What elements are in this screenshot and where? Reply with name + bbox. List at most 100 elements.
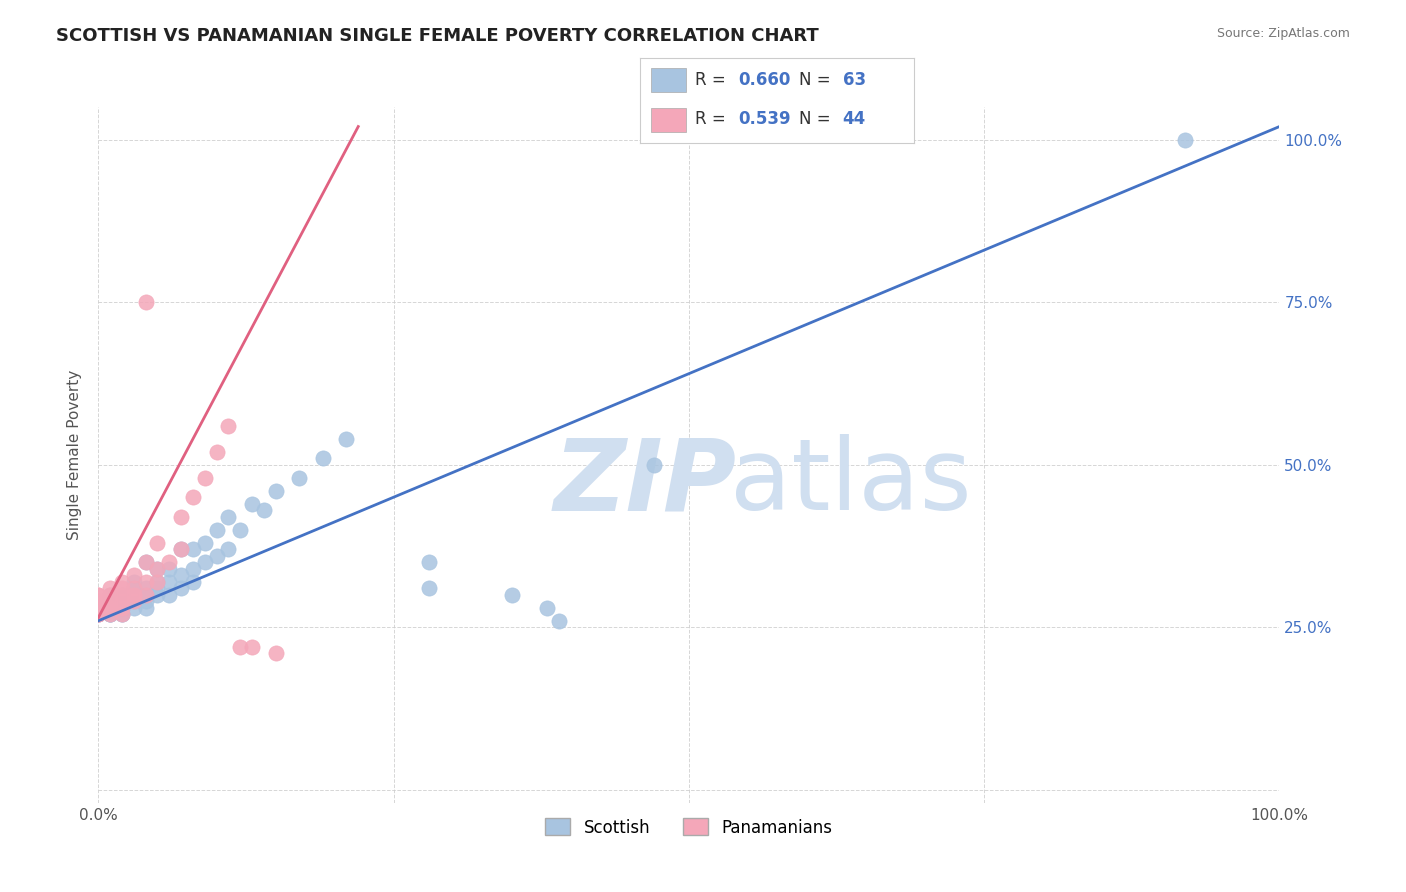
Point (170, 581, 193, 595)
Point (98, 600, 121, 615)
Bar (651, 68, 686, 92)
Point (87, 600, 110, 615)
Point (643, 458, 665, 472)
Text: 0.660: 0.660 (738, 70, 790, 88)
Point (111, 607, 134, 622)
Point (98, 607, 121, 622)
Point (217, 542, 239, 557)
Point (312, 451, 335, 466)
Point (87, 594, 110, 608)
Text: N =: N = (799, 111, 835, 128)
Text: N =: N = (799, 70, 835, 88)
Point (87, 607, 110, 622)
Point (111, 588, 134, 602)
Point (135, 600, 157, 615)
Point (98, 607, 121, 622)
Text: 0.539: 0.539 (738, 111, 792, 128)
Point (181, 574, 204, 589)
Point (87, 607, 110, 622)
Point (87, 607, 110, 622)
Point (135, 555, 157, 569)
Point (111, 600, 134, 615)
Point (181, 490, 204, 504)
Point (135, 588, 157, 602)
Point (122, 588, 145, 602)
Point (548, 614, 571, 628)
Point (135, 588, 157, 602)
Point (240, 640, 263, 654)
Point (170, 509, 193, 524)
Point (111, 594, 134, 608)
Point (194, 535, 217, 549)
Point (181, 542, 204, 557)
Point (111, 600, 134, 615)
Point (146, 581, 169, 595)
Point (501, 588, 523, 602)
Point (418, 555, 440, 569)
Point (217, 509, 239, 524)
Text: 63: 63 (842, 70, 866, 88)
Point (98, 600, 121, 615)
Point (146, 588, 169, 602)
Text: atlas: atlas (730, 434, 972, 532)
Point (87, 607, 110, 622)
Point (170, 542, 193, 557)
Point (98, 588, 121, 602)
Point (111, 600, 134, 615)
Point (87, 607, 110, 622)
Point (217, 418, 239, 433)
Point (240, 497, 263, 511)
Point (194, 471, 217, 485)
Point (205, 444, 228, 458)
Point (536, 600, 558, 615)
Point (111, 581, 134, 595)
Point (418, 581, 440, 595)
Text: R =: R = (695, 111, 731, 128)
Point (135, 594, 157, 608)
Point (87, 600, 110, 615)
Point (98, 607, 121, 622)
Point (98, 600, 121, 615)
Point (135, 555, 157, 569)
Y-axis label: Single Female Poverty: Single Female Poverty (67, 370, 83, 540)
Point (122, 574, 145, 589)
Point (229, 523, 252, 537)
Point (229, 640, 252, 654)
Point (98, 600, 121, 615)
Point (146, 562, 169, 576)
Point (181, 562, 204, 576)
Point (111, 588, 134, 602)
Point (111, 594, 134, 608)
Point (264, 646, 287, 660)
Point (87, 588, 110, 602)
Text: SCOTTISH VS PANAMANIAN SINGLE FEMALE POVERTY CORRELATION CHART: SCOTTISH VS PANAMANIAN SINGLE FEMALE POV… (56, 27, 818, 45)
Point (98, 588, 121, 602)
Point (98, 581, 121, 595)
Point (122, 581, 145, 595)
Text: 44: 44 (842, 111, 866, 128)
Bar (651, 108, 686, 132)
Point (170, 542, 193, 557)
Point (111, 574, 134, 589)
Point (87, 594, 110, 608)
Point (87, 594, 110, 608)
Point (122, 588, 145, 602)
Point (98, 594, 121, 608)
Text: Source: ZipAtlas.com: Source: ZipAtlas.com (1216, 27, 1350, 40)
Point (1174, 132, 1197, 146)
Text: ZIP: ZIP (553, 434, 737, 532)
Point (194, 555, 217, 569)
Point (122, 594, 145, 608)
Point (205, 523, 228, 537)
Point (146, 574, 169, 589)
Legend: Scottish, Panamanians: Scottish, Panamanians (538, 812, 839, 843)
Point (335, 432, 357, 446)
Point (135, 581, 157, 595)
Point (122, 594, 145, 608)
Point (98, 594, 121, 608)
Point (157, 574, 180, 589)
Point (157, 555, 180, 569)
Point (98, 607, 121, 622)
Point (87, 600, 110, 615)
Point (87, 600, 110, 615)
